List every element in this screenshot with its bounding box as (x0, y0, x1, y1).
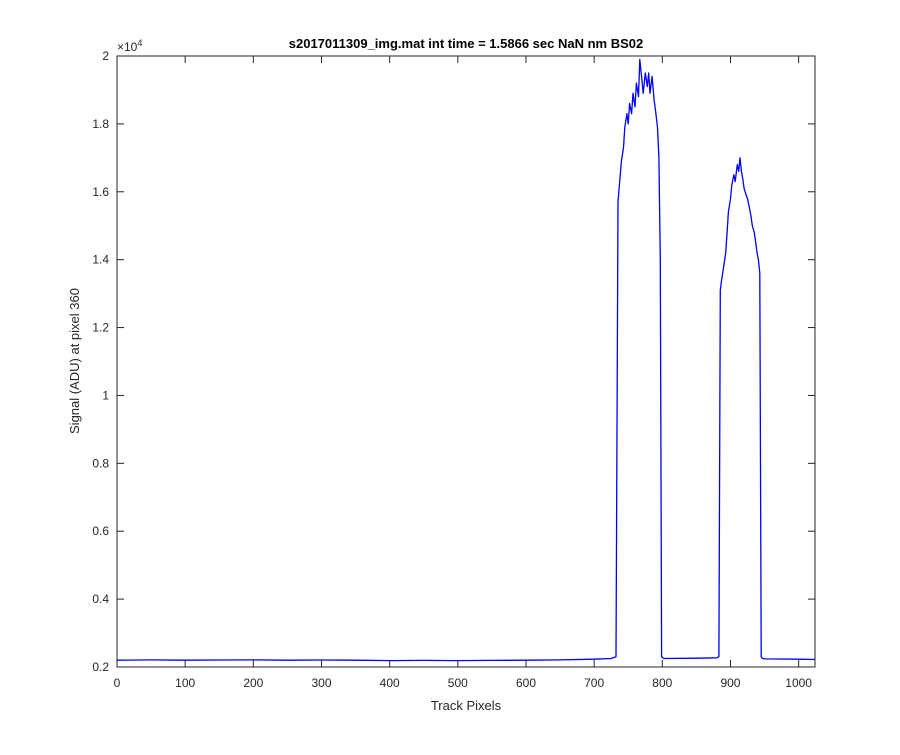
y-axis-exponent-base: ×10 (117, 40, 138, 54)
tick-layer: 0 100 200 300 400 500 600 700 800 900 1000 0.2 0.4 0.… (92, 49, 815, 690)
y-tick-label: 0.2 (92, 660, 109, 674)
series-layer (116, 58, 816, 662)
x-tick-label: 0 (114, 676, 121, 690)
y-tick-label: 1 (102, 388, 109, 402)
x-tick-label: 1000 (785, 676, 812, 690)
x-tick-label: 300 (311, 676, 331, 690)
x-tick-label: 700 (584, 676, 604, 690)
y-axis-exponent-power: 4 (137, 38, 142, 48)
y-tick-label: 1.8 (92, 117, 109, 131)
x-tick-label: 800 (652, 676, 672, 690)
x-tick-label: 200 (243, 676, 263, 690)
y-tick-label: 2 (102, 49, 109, 63)
y-tick-label: 1.6 (92, 185, 109, 199)
plot-frame (116, 55, 816, 668)
series-line (116, 58, 816, 662)
y-tick-label: 0.4 (92, 592, 109, 606)
y-axis-exponent: ×104 (117, 38, 142, 54)
y-tick-label: 0.8 (92, 456, 109, 470)
chart-title: s2017011309_img.mat int time = 1.5866 se… (289, 36, 643, 51)
x-tick-label: 900 (720, 676, 740, 690)
y-tick-label: 1.2 (92, 321, 109, 335)
x-tick-label: 400 (380, 676, 400, 690)
y-axis-label: Signal (ADU) at pixel 360 (67, 288, 82, 434)
x-tick-label: 500 (448, 676, 468, 690)
x-axis-label: Track Pixels (431, 698, 502, 713)
x-tick-label: 600 (516, 676, 536, 690)
x-tick-label: 100 (175, 676, 195, 690)
plot-area (117, 56, 815, 667)
y-tick-label: 0.6 (92, 524, 109, 538)
y-tick-label: 1.4 (92, 253, 109, 267)
